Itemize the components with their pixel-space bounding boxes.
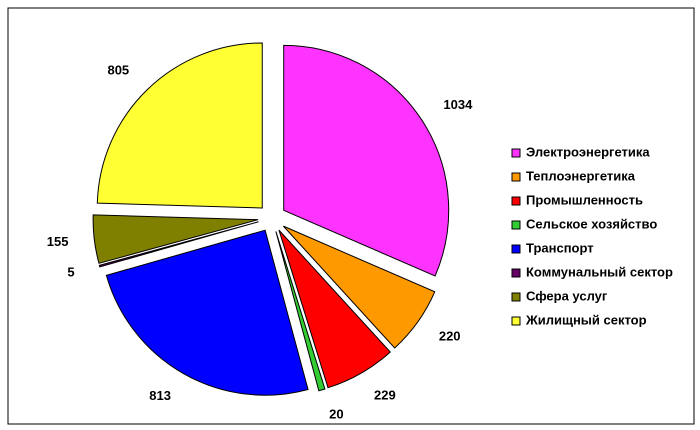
legend-label: Транспорт [526, 240, 594, 255]
legend-swatch [511, 172, 521, 182]
data-label: 229 [374, 387, 396, 402]
data-label: 805 [107, 62, 129, 77]
pie-slice [96, 42, 263, 209]
data-label: 20 [329, 406, 343, 421]
pie-slice [98, 221, 259, 268]
pie-slice [283, 44, 450, 277]
legend-swatch [511, 244, 521, 254]
data-label: 813 [149, 388, 171, 403]
pie-slice [278, 229, 391, 389]
pie-slice [283, 225, 436, 349]
legend-swatch [511, 268, 521, 278]
data-label: 155 [47, 234, 69, 249]
legend-swatch [511, 292, 521, 302]
data-label: 5 [67, 265, 74, 280]
legend-label: Промышленность [526, 192, 643, 207]
legend-label: Коммунальный сектор [526, 264, 673, 279]
pie-slice [275, 231, 326, 392]
legend-label: Сфера услуг [526, 288, 608, 303]
legend-label: Жилищный сектор [525, 312, 647, 327]
pie-slice [92, 214, 259, 264]
legend-swatch [511, 196, 521, 206]
data-label: 1034 [443, 97, 473, 112]
legend-swatch [511, 220, 521, 230]
legend-label: Теплоэнергетика [526, 168, 636, 183]
legend-label: Электроэнергетика [526, 144, 650, 159]
legend-swatch [511, 148, 521, 158]
data-label: 220 [439, 329, 461, 344]
pie-slice [105, 229, 309, 396]
legend-label: Сельское хозяйство [526, 216, 657, 231]
legend-swatch [511, 316, 521, 326]
